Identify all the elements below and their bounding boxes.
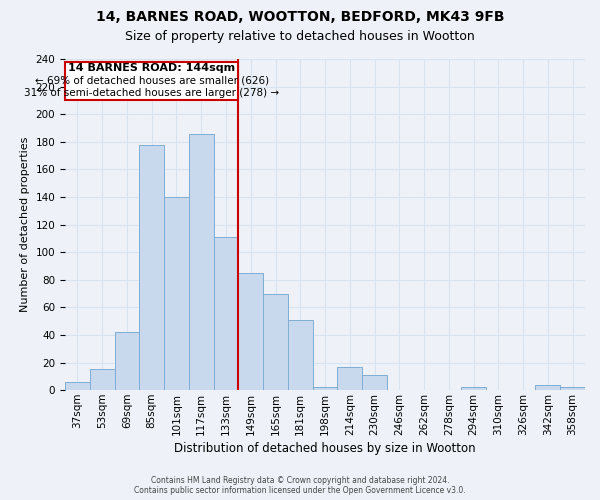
Text: 14, BARNES ROAD, WOOTTON, BEDFORD, MK43 9FB: 14, BARNES ROAD, WOOTTON, BEDFORD, MK43 … [96, 10, 504, 24]
Bar [164, 197, 189, 390]
Bar [238, 273, 263, 390]
Y-axis label: Number of detached properties: Number of detached properties [20, 137, 30, 312]
Bar [214, 237, 238, 390]
Bar [560, 388, 585, 390]
Bar [362, 375, 387, 390]
Bar [288, 320, 313, 390]
Text: 31% of semi-detached houses are larger (278) →: 31% of semi-detached houses are larger (… [24, 88, 279, 98]
Text: Size of property relative to detached houses in Wootton: Size of property relative to detached ho… [125, 30, 475, 43]
Bar [461, 388, 486, 390]
Text: ← 69% of detached houses are smaller (626): ← 69% of detached houses are smaller (62… [35, 76, 269, 86]
Text: Contains HM Land Registry data © Crown copyright and database right 2024.
Contai: Contains HM Land Registry data © Crown c… [134, 476, 466, 495]
X-axis label: Distribution of detached houses by size in Wootton: Distribution of detached houses by size … [174, 442, 476, 455]
Bar [337, 366, 362, 390]
Bar [65, 62, 238, 100]
Bar [189, 134, 214, 390]
Bar [263, 294, 288, 390]
Bar [535, 384, 560, 390]
Text: 14 BARNES ROAD: 144sqm: 14 BARNES ROAD: 144sqm [68, 63, 235, 73]
Bar [313, 388, 337, 390]
Bar [115, 332, 139, 390]
Bar [65, 382, 90, 390]
Bar [90, 370, 115, 390]
Bar [139, 144, 164, 390]
